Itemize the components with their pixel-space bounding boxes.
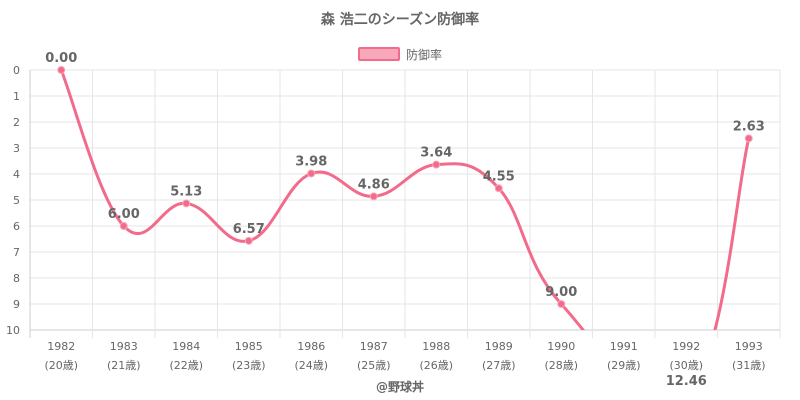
x-tick-age-label: (27歳) [482,359,516,372]
x-tick-label: 1986 [297,340,325,353]
data-point [182,199,191,208]
x-tick-label: 1988 [422,340,450,353]
y-tick-label: 6 [13,220,20,233]
legend-swatch [357,47,400,61]
data-point [557,300,566,308]
y-tick-label: 2 [13,116,20,129]
y-tick-label: 4 [13,168,20,181]
data-label: 5.13 [170,184,202,199]
x-tick-label: 1990 [547,340,575,353]
data-label: 6.00 [108,207,140,222]
data-label: 6.57 [233,222,265,237]
data-point [432,160,441,169]
x-tick-label: 1993 [735,340,763,353]
y-tick-label: 0 [13,64,20,77]
y-tick-label: 8 [13,272,20,285]
x-tick-age-label: (23歳) [232,359,266,372]
y-tick-label: 5 [13,194,20,207]
data-point [369,192,378,201]
x-tick-age-label: (22歳) [169,359,203,372]
data-point [244,236,253,245]
data-point [494,184,503,193]
data-label: 3.64 [420,146,452,161]
y-tick-label: 7 [13,246,20,259]
x-tick-label: 1989 [485,340,513,353]
x-tick-label: 1991 [610,340,638,353]
x-tick-label: 1982 [47,340,75,353]
data-label: 2.63 [733,119,765,134]
y-tick-label: 3 [13,142,20,155]
x-tick-age-label: (28歳) [544,359,578,372]
series-line [59,69,751,330]
chart-title: 森 浩二のシーズン防御率 [320,12,480,28]
x-tick-label: 1992 [672,340,700,353]
x-tick-age-label: (26歳) [419,359,453,372]
x-tick-label: 1983 [110,340,138,353]
x-tick-age-label: (30歳) [669,359,703,372]
x-tick-age-label: (25歳) [357,359,391,372]
x-tick-age-label: (20歳) [44,359,78,372]
data-point [57,66,66,74]
data-point [119,222,128,230]
x-tick-age-label: (21歳) [107,359,141,372]
legend-label: 防御率 [405,47,442,62]
credit-text: @野球丼 [375,380,424,394]
y-tick-label: 9 [13,298,20,311]
y-tick-label: 1 [13,90,20,103]
x-tick-age-label: (29歳) [607,359,641,372]
x-tick-age-label: (31歳) [732,359,766,372]
x-tick-label: 1984 [172,340,200,353]
legend[interactable]: 防御率 [0,46,800,62]
data-label: 9.00 [545,285,577,300]
y-tick-label: 10 [6,324,20,337]
data-label: 4.86 [358,177,390,192]
data-point [744,134,753,143]
data-point [307,169,316,178]
data-label: 3.98 [295,154,327,169]
x-tick-label: 1987 [360,340,388,353]
x-tick-label: 1985 [235,340,263,353]
data-label: 0.00 [45,51,77,66]
data-label: 12.46 [666,374,707,389]
x-tick-age-label: (24歳) [294,359,328,372]
data-label: 4.55 [483,169,515,184]
